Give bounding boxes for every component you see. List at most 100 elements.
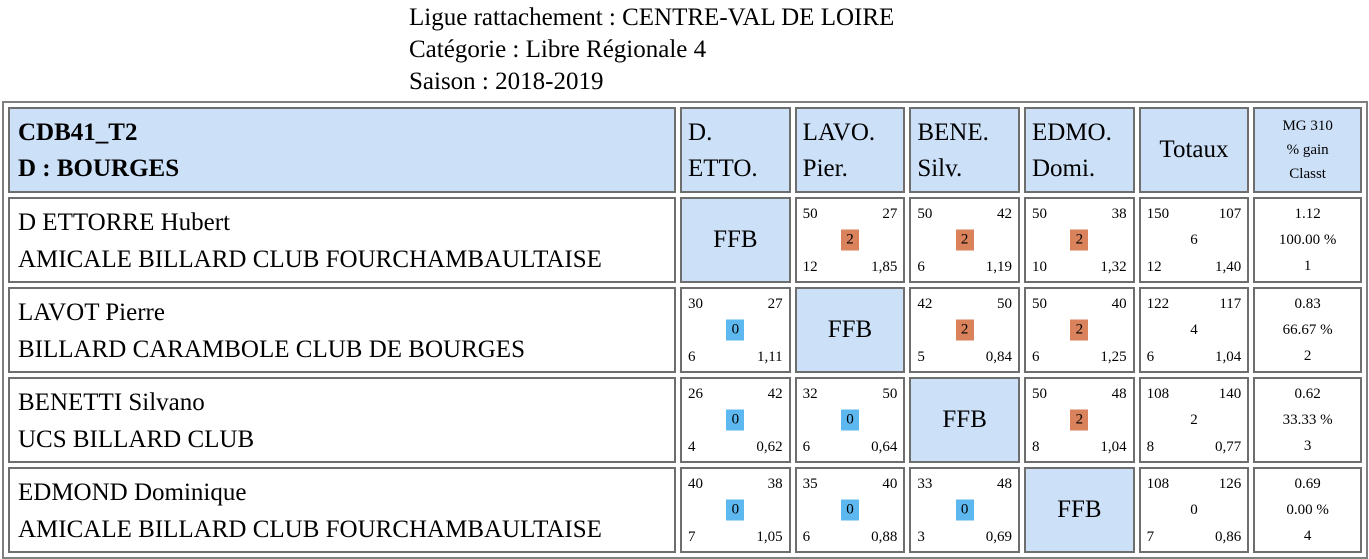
- match-cell: 32 50 0 6 0,64: [794, 377, 906, 463]
- match-points: 33: [917, 476, 933, 492]
- match-cell: 50 48 2 8 1,04: [1023, 377, 1135, 463]
- total-score: 2: [1190, 412, 1198, 428]
- total-innings: 6: [1146, 349, 1155, 365]
- column-header-line2: Silv.: [917, 155, 963, 182]
- player-cell: BENETTI Silvano UCS BILLARD CLUB: [8, 377, 677, 463]
- match-innings: 12: [802, 259, 818, 275]
- match-points: 50: [917, 206, 933, 222]
- match-innings: 10: [1031, 259, 1047, 275]
- match-points: 32: [802, 386, 818, 402]
- match-innings: 6: [802, 439, 811, 455]
- match-average: 0,64: [871, 439, 898, 455]
- match-innings: 6: [917, 259, 925, 275]
- ffb-cell: FFB: [909, 377, 1020, 463]
- table-row: LAVOT Pierre BILLARD CARAMBOLE CLUB DE B…: [8, 287, 1362, 373]
- match-average: 1,11: [756, 349, 783, 365]
- match-score-badge: 0: [955, 499, 974, 521]
- match-opponent-points: 48: [1111, 386, 1127, 402]
- total-innings: 8: [1146, 439, 1155, 455]
- match-cell: 33 48 0 3 0,69: [909, 467, 1020, 553]
- match-cell: 50 42 2 6 1,19: [909, 197, 1020, 283]
- totals-cell: 150 107 6 12 1,40: [1138, 197, 1250, 283]
- group-title: CDB41_T2 D : BOURGES: [8, 107, 677, 193]
- mg-header-line3: Classt: [1289, 166, 1326, 182]
- mg-cell: 1.12 100.00 % 1: [1253, 197, 1362, 283]
- column-header-line2: Pier.: [802, 155, 848, 182]
- match-opponent-points: 50: [996, 296, 1012, 312]
- total-average: 0,86: [1215, 529, 1242, 545]
- match-points: 50: [1031, 206, 1047, 222]
- player-name: EDMOND Dominique: [18, 479, 247, 506]
- match-average: 1,05: [756, 529, 783, 545]
- player-name: LAVOT Pierre: [18, 299, 165, 326]
- total-score: 0: [1190, 502, 1198, 518]
- match-innings: 7: [688, 529, 696, 545]
- match-opponent-points: 50: [882, 386, 898, 402]
- match-average: 0,62: [756, 439, 783, 455]
- total-opponent-points: 107: [1218, 206, 1242, 222]
- match-score-badge: 2: [955, 229, 974, 251]
- gain-percent: 100.00 %: [1278, 232, 1337, 248]
- column-header-line1: BENE.: [917, 119, 989, 146]
- match-score-badge: 2: [841, 229, 859, 251]
- match-opponent-points: 38: [1111, 206, 1127, 222]
- column-header-line1: EDMO.: [1031, 119, 1112, 146]
- column-header-player-1: D. ETTO.: [680, 107, 791, 193]
- match-cell: 42 50 2 5 0,84: [909, 287, 1020, 373]
- total-average: 0,77: [1215, 439, 1242, 455]
- column-header-line2: Domi.: [1031, 155, 1096, 182]
- player-cell: EDMOND Dominique AMICALE BILLARD CLUB FO…: [8, 467, 677, 553]
- match-average: 1,85: [871, 259, 898, 275]
- rank: 3: [1303, 438, 1312, 454]
- match-points: 50: [1031, 296, 1047, 312]
- match-average: 1,25: [1100, 349, 1127, 365]
- match-average: 0,84: [985, 349, 1012, 365]
- player-name: D ETTORRE Hubert: [18, 209, 231, 236]
- match-innings: 8: [1031, 439, 1040, 455]
- match-score-badge: 0: [841, 409, 859, 431]
- table-header-row: CDB41_T2 D : BOURGES D. ETTO. LAVO. Pier…: [8, 107, 1362, 193]
- page-header: Ligue rattachement : CENTRE-VAL DE LOIRE…: [409, 2, 894, 98]
- total-opponent-points: 117: [1219, 296, 1242, 312]
- mg-header-line2: % gain: [1286, 142, 1329, 158]
- ligue-label: Ligue rattachement : CENTRE-VAL DE LOIRE: [409, 4, 895, 31]
- mg-cell: 0.62 33.33 % 3: [1253, 377, 1362, 463]
- match-innings: 3: [917, 529, 925, 545]
- match-average: 1,04: [1100, 439, 1127, 455]
- match-points: 50: [1031, 386, 1047, 402]
- totals-cell: 122 117 4 6 1,04: [1138, 287, 1250, 373]
- gain-percent: 0.00 %: [1286, 502, 1329, 518]
- rank: 1: [1303, 258, 1312, 274]
- match-score-badge: 2: [1070, 319, 1089, 341]
- match-points: 35: [802, 476, 818, 492]
- column-header-line1: LAVO.: [802, 119, 876, 146]
- match-score-badge: 0: [841, 499, 859, 521]
- totals-header: Totaux: [1138, 107, 1250, 193]
- column-header-line1: D.: [688, 119, 713, 146]
- match-score-badge: 0: [726, 409, 745, 431]
- match-cell: 30 27 0 6 1,11: [680, 287, 791, 373]
- total-points: 108: [1146, 476, 1170, 492]
- match-points: 42: [917, 296, 933, 312]
- match-cell: 50 27 2 12 1,85: [794, 197, 906, 283]
- total-points: 108: [1146, 386, 1170, 402]
- table-row: D ETTORRE Hubert AMICALE BILLARD CLUB FO…: [8, 197, 1362, 283]
- mg-header: MG 310 % gain Classt: [1253, 107, 1362, 193]
- match-cell: 40 38 0 7 1,05: [680, 467, 791, 553]
- column-header-line2: ETTO.: [688, 155, 758, 182]
- column-header-player-3: BENE. Silv.: [909, 107, 1020, 193]
- match-score-badge: 2: [955, 319, 974, 341]
- categorie-label: Catégorie : Libre Régionale 4: [409, 36, 707, 63]
- match-cell: 35 40 0 6 0,88: [794, 467, 906, 553]
- total-average: 1,04: [1215, 349, 1242, 365]
- match-innings: 5: [917, 349, 925, 365]
- total-score: 6: [1190, 232, 1198, 248]
- group-code: CDB41_T2: [18, 119, 138, 146]
- mg-cell: 0.83 66.67 % 2: [1253, 287, 1362, 373]
- match-average: 1,32: [1100, 259, 1127, 275]
- match-opponent-points: 27: [882, 206, 898, 222]
- totals-cell: 108 140 2 8 0,77: [1138, 377, 1250, 463]
- total-score: 4: [1190, 322, 1198, 338]
- player-cell: LAVOT Pierre BILLARD CARAMBOLE CLUB DE B…: [8, 287, 677, 373]
- match-opponent-points: 40: [1111, 296, 1127, 312]
